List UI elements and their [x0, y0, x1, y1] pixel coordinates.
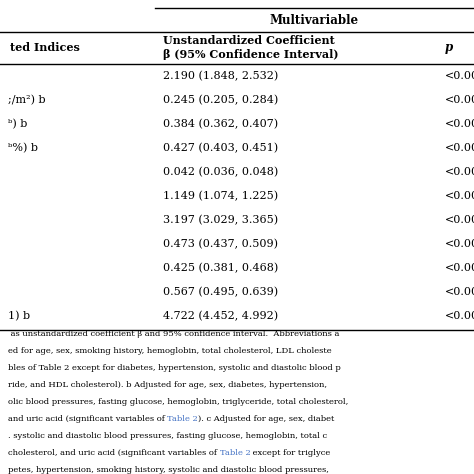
Text: 3.197 (3.029, 3.365): 3.197 (3.029, 3.365): [163, 215, 278, 225]
Text: bles of Table 2 except for diabetes, hypertension, systolic and diastolic blood : bles of Table 2 except for diabetes, hyp…: [8, 364, 341, 372]
Text: . systolic and diastolic blood pressures, fasting glucose, hemoglobin, total c: . systolic and diastolic blood pressures…: [8, 432, 327, 440]
Text: Table 2: Table 2: [219, 449, 250, 457]
Text: and uric acid (significant variables of: and uric acid (significant variables of: [8, 415, 167, 423]
Text: p: p: [445, 40, 453, 54]
Text: ᵇ%) b: ᵇ%) b: [8, 143, 38, 153]
Text: cholesterol, and uric acid (significant variables of: cholesterol, and uric acid (significant …: [8, 449, 219, 457]
Text: petes, hypertension, smoking history, systolic and diastolic blood pressures,: petes, hypertension, smoking history, sy…: [8, 466, 329, 474]
Text: Table 2: Table 2: [167, 415, 198, 423]
Text: 1) b: 1) b: [8, 311, 30, 321]
Text: Multivariable: Multivariable: [270, 13, 359, 27]
Text: 0.425 (0.381, 0.468): 0.425 (0.381, 0.468): [163, 263, 278, 273]
Text: 0.427 (0.403, 0.451): 0.427 (0.403, 0.451): [163, 143, 278, 153]
Text: <0.00: <0.00: [445, 167, 474, 177]
Text: 4.722 (4.452, 4.992): 4.722 (4.452, 4.992): [163, 311, 278, 321]
Text: <0.00: <0.00: [445, 95, 474, 105]
Text: <0.00: <0.00: [445, 239, 474, 249]
Text: <0.00: <0.00: [445, 287, 474, 297]
Text: ed for age, sex, smoking history, hemoglobin, total cholesterol, LDL choleste: ed for age, sex, smoking history, hemogl…: [8, 347, 332, 355]
Text: 0.245 (0.205, 0.284): 0.245 (0.205, 0.284): [163, 95, 278, 105]
Text: <0.00: <0.00: [445, 143, 474, 153]
Text: Unstandardized Coefficient: Unstandardized Coefficient: [163, 35, 335, 46]
Text: ride, and HDL cholesterol). b Adjusted for age, sex, diabetes, hypertension,: ride, and HDL cholesterol). b Adjusted f…: [8, 381, 327, 389]
Text: 0.473 (0.437, 0.509): 0.473 (0.437, 0.509): [163, 239, 278, 249]
Text: ᵇ) b: ᵇ) b: [8, 119, 27, 129]
Text: 0.042 (0.036, 0.048): 0.042 (0.036, 0.048): [163, 167, 278, 177]
Text: <0.00: <0.00: [445, 191, 474, 201]
Text: 0.567 (0.495, 0.639): 0.567 (0.495, 0.639): [163, 287, 278, 297]
Text: 0.384 (0.362, 0.407): 0.384 (0.362, 0.407): [163, 119, 278, 129]
Text: as unstandardized coefficient β and 95% confidence interval.  Abbreviations a: as unstandardized coefficient β and 95% …: [8, 330, 339, 338]
Text: ). c Adjusted for age, sex, diabet: ). c Adjusted for age, sex, diabet: [198, 415, 335, 423]
Text: <0.00: <0.00: [445, 215, 474, 225]
Text: 2.190 (1.848, 2.532): 2.190 (1.848, 2.532): [163, 71, 278, 81]
Text: <0.00: <0.00: [445, 311, 474, 321]
Text: 1.149 (1.074, 1.225): 1.149 (1.074, 1.225): [163, 191, 278, 201]
Text: ;/m²) b: ;/m²) b: [8, 95, 46, 105]
Text: <0.00: <0.00: [445, 119, 474, 129]
Text: except for triglyce: except for triglyce: [250, 449, 331, 457]
Text: β (95% Confidence Interval): β (95% Confidence Interval): [163, 48, 338, 60]
Text: <0.00: <0.00: [445, 71, 474, 81]
Text: <0.00: <0.00: [445, 263, 474, 273]
Text: olic blood pressures, fasting glucose, hemoglobin, triglyceride, total cholester: olic blood pressures, fasting glucose, h…: [8, 398, 348, 406]
Text: ted Indices: ted Indices: [10, 42, 80, 53]
